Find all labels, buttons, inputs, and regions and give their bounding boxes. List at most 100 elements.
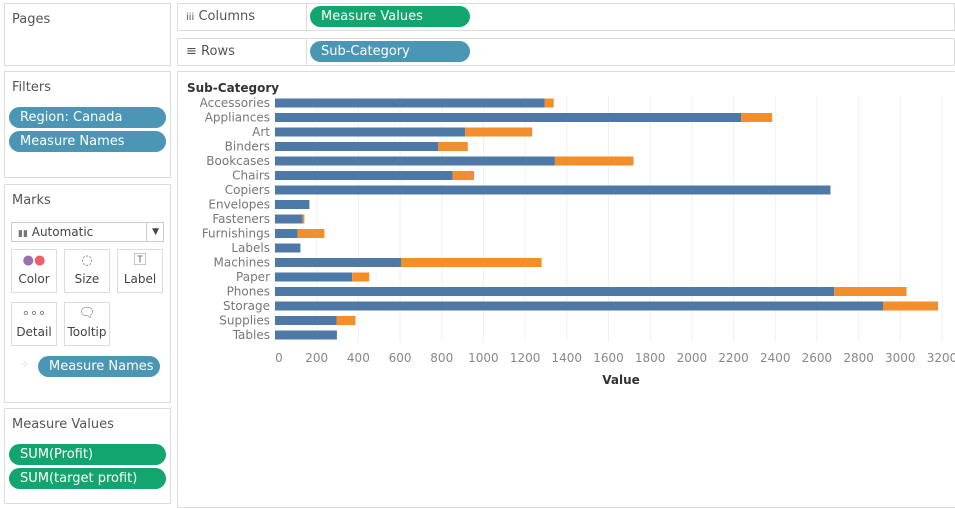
bar-segment [544, 98, 554, 108]
bar-segment [554, 156, 634, 166]
filter-measure-names-pill[interactable]: Measure Names [9, 131, 166, 152]
bar-segment [297, 229, 325, 238]
category-label: Phones [227, 285, 270, 299]
bar-chart-icon: ▮▮ [18, 229, 28, 239]
x-tick-label: 2800 [843, 351, 874, 365]
text-label-icon: 🅃 [133, 253, 147, 268]
bar-segment [275, 171, 453, 180]
bar-segment [302, 214, 305, 224]
bar-segment [883, 301, 939, 311]
filters-title: Filters [12, 80, 51, 95]
bar-segment [741, 113, 773, 122]
rows-sub-category-pill[interactable]: Sub-Category [310, 41, 470, 62]
rows-icon: ≡ [186, 44, 197, 59]
bar-segment [437, 142, 468, 151]
row-header: Sub-Category [187, 81, 279, 95]
bar-segment [275, 243, 301, 253]
rows-shelf[interactable]: ≡ Rows Sub-Category [177, 38, 955, 66]
bar-segment [275, 214, 303, 224]
bar-segment [275, 142, 438, 151]
size-button[interactable]: ◌ Size [64, 249, 110, 293]
category-label: Accessories [200, 96, 270, 110]
x-tick-label: 1600 [593, 351, 624, 365]
color-measure-names-pill[interactable]: Measure Names [38, 356, 160, 377]
label-label: Label [123, 272, 157, 286]
x-tick-label: 2400 [760, 351, 791, 365]
x-axis-title: Value [602, 373, 640, 387]
bar-segment [401, 258, 542, 267]
color-button[interactable]: ●● Color [11, 249, 57, 293]
x-tick-label: 1000 [468, 351, 499, 365]
mark-type-value: Automatic [31, 225, 94, 239]
x-tick-label: 200 [305, 351, 328, 365]
category-label: Fasteners [212, 212, 270, 226]
x-tick-label: 2000 [677, 351, 708, 365]
mark-type-dropdown[interactable]: ▮▮ Automatic ▼ [11, 222, 164, 242]
bar-segment [275, 113, 742, 122]
x-tick-label: 600 [389, 351, 412, 365]
tooltip-button[interactable]: 🗨 Tooltip [64, 302, 110, 346]
category-label: Chairs [232, 169, 270, 183]
size-label: Size [74, 272, 100, 286]
x-tick-label: 800 [430, 351, 453, 365]
detail-label: Detail [16, 325, 52, 339]
bar-segment [275, 185, 831, 195]
measure-values-panel: Measure Values SUM(Profit) SUM(target pr… [4, 408, 171, 504]
x-tick-label: 2200 [718, 351, 749, 365]
sum-profit-pill[interactable]: SUM(Profit) [9, 444, 166, 465]
pages-panel: Pages [4, 3, 171, 66]
x-tick-label: 400 [347, 351, 370, 365]
marks-title: Marks [12, 193, 51, 208]
bar-segment [452, 171, 475, 180]
category-label: Art [252, 125, 270, 139]
bar-segment [336, 316, 356, 325]
x-tick-label: 3000 [885, 351, 916, 365]
category-label: Envelopes [208, 198, 270, 212]
x-tick-label: 3200 [927, 351, 955, 365]
bar-segment [275, 98, 545, 108]
bar-segment [275, 156, 555, 166]
category-label: Paper [236, 270, 270, 284]
x-tick-label: 1800 [635, 351, 666, 365]
x-tick-label: 0 [275, 351, 283, 365]
chevron-down-icon: ▼ [146, 223, 159, 241]
x-tick-label: 1400 [552, 351, 583, 365]
bar-segment [275, 287, 835, 296]
sum-target-profit-pill[interactable]: SUM(target profit) [9, 468, 166, 489]
bar-segment [275, 330, 337, 340]
category-label: Supplies [219, 314, 270, 328]
rows-label: Rows [201, 44, 235, 59]
x-tick-label: 2600 [802, 351, 833, 365]
marks-panel: Marks ▮▮ Automatic ▼ ●● Color ◌ Size 🅃 Labe… [4, 184, 171, 403]
color-dots-icon: ⁘ [21, 360, 29, 370]
bar-chart: TablesSuppliesStoragePhonesPaperMachines… [187, 81, 955, 387]
tooltip-icon: 🗨 [78, 306, 96, 321]
bar-segment [275, 200, 310, 209]
bar-segment [352, 272, 370, 282]
chart-view: Tables Supplies Storage Phones Paper Machines… [177, 71, 955, 508]
label-button[interactable]: 🅃 Label [117, 249, 163, 293]
bar-segment [275, 272, 353, 282]
filters-panel: Filters Region: Canada Measure Names [4, 71, 171, 178]
columns-shelf[interactable]: iii Columns Measure Values [177, 3, 955, 31]
x-tick-label: 1200 [510, 351, 541, 365]
category-label: Machines [214, 256, 270, 270]
pages-title: Pages [12, 12, 51, 27]
tooltip-label: Tooltip [67, 325, 107, 339]
category-label: Copiers [225, 183, 270, 197]
columns-measure-values-pill[interactable]: Measure Values [310, 6, 470, 27]
category-label: Furnishings [202, 227, 270, 241]
detail-button[interactable]: ∘∘∘ Detail [11, 302, 57, 346]
columns-label: Columns [198, 9, 256, 24]
category-label: Bookcases [206, 154, 270, 168]
measure-values-title: Measure Values [12, 417, 114, 432]
bar-segment [275, 316, 337, 325]
filter-region-pill[interactable]: Region: Canada [9, 107, 166, 128]
category-label: Appliances [205, 111, 270, 125]
bar-segment [834, 287, 907, 296]
category-label: Labels [231, 241, 270, 255]
category-label: Storage [223, 299, 270, 313]
category-label: Binders [225, 140, 270, 154]
detail-icon: ∘∘∘ [21, 306, 47, 321]
bar-segment [275, 301, 884, 311]
